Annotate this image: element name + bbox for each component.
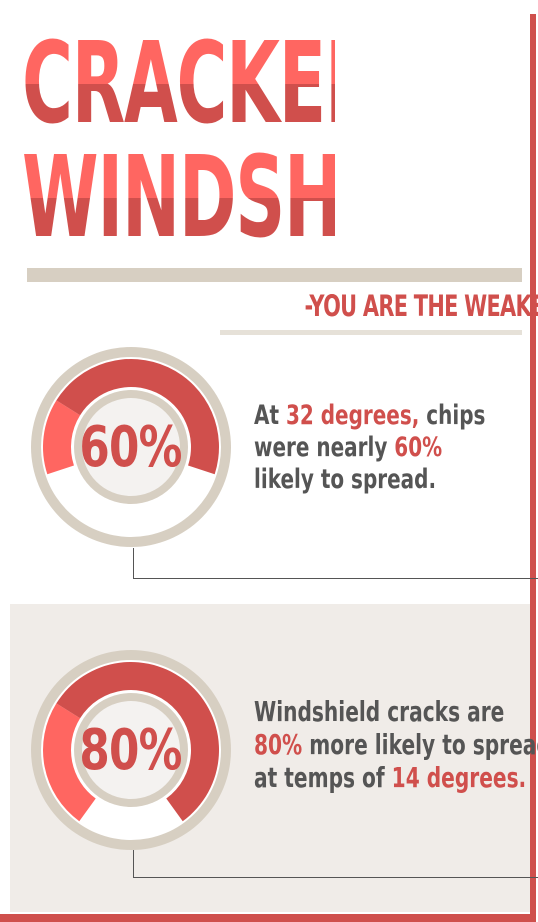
stat-text-2: Windshield cracks are 80% more likely to… [254,695,538,794]
gauge-percent-text: 80% [79,717,183,783]
bottom-border [0,914,536,922]
subtitle: -YOU ARE THE WEAKEST LINK [304,289,538,323]
gauge-percent-label: 80% [31,650,231,850]
stat-line: likely to spread. [254,464,437,495]
highlight-temperature: 32 degrees, [285,400,420,431]
highlight-temperature: 14 degrees. [391,761,527,794]
donut-gauge-graphic [31,650,231,850]
title-line-1: CRACKED [22,19,383,149]
connector-line [133,850,134,878]
stat-line: At 32 degrees, chips [254,400,486,431]
right-border [530,14,536,922]
stat-line: 80% more likely to spread [254,728,538,761]
gauge-percent-text: 60% [79,414,183,480]
highlight-percent: 80% [254,728,303,761]
connector-line [133,578,538,579]
donut-gauge-60: 60% [31,347,231,547]
connector-line [133,877,538,878]
donut-gauge-graphic [31,347,231,547]
highlight-percent: 60% [394,432,443,463]
stat-line: Windshield cracks are [254,695,505,728]
stat-line: at temps of 14 degrees. [254,761,527,794]
subtitle-underline [220,330,522,335]
title-underline [27,268,522,282]
donut-gauge-80: 80% [31,650,231,850]
stat-text-1: At 32 degrees, chips were nearly 60% lik… [254,400,485,496]
connector-line [133,548,134,579]
title-line-2: WINDSHIELD [22,133,512,263]
stat-line: were nearly 60% [254,432,443,463]
gauge-percent-label: 60% [31,347,231,547]
